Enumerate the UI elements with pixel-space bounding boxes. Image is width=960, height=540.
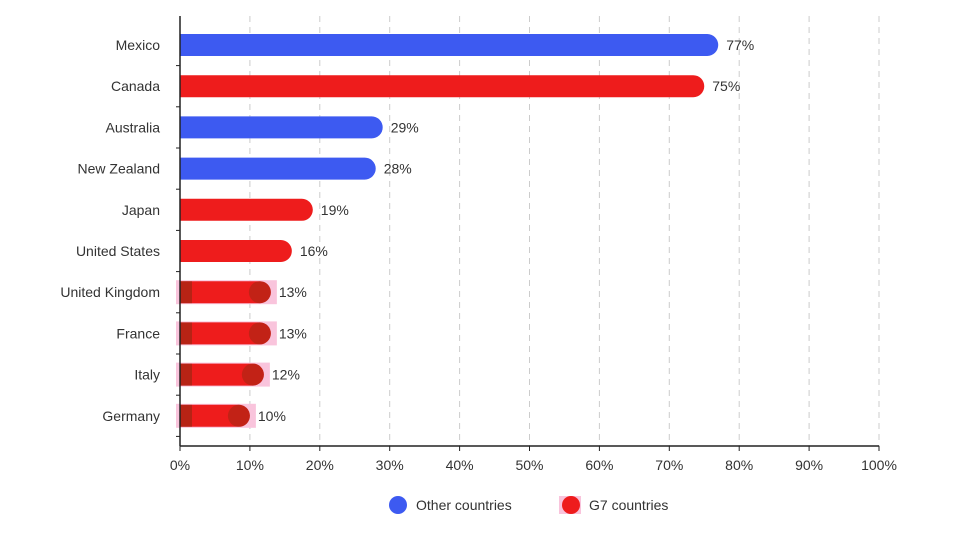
category-label: Italy [134, 367, 160, 383]
x-tick-label: 20% [306, 457, 334, 473]
legend-marker [389, 496, 407, 514]
category-label: United Kingdom [60, 284, 160, 300]
bar [180, 75, 705, 98]
x-tick-label: 60% [585, 457, 613, 473]
bar [180, 116, 383, 139]
category-label: Canada [111, 78, 160, 94]
value-label: 19% [321, 202, 349, 218]
category-label: United States [76, 243, 160, 259]
category-label: Germany [102, 408, 160, 424]
value-label: 16% [300, 243, 328, 259]
category-label: Australia [106, 119, 161, 135]
x-tick-label: 70% [655, 457, 683, 473]
bar [180, 240, 292, 262]
bar-overlay [248, 281, 271, 304]
x-tick-label: 100% [861, 457, 897, 473]
x-tick-label: 90% [795, 457, 823, 473]
bar [180, 198, 313, 221]
category-label: Japan [122, 202, 160, 218]
bar [180, 363, 264, 386]
bar-overlay [248, 322, 271, 345]
category-label: Mexico [116, 37, 161, 53]
bar [180, 322, 271, 345]
category-label: France [116, 325, 160, 341]
bar-overlay [180, 281, 192, 304]
x-tick-label: 30% [376, 457, 404, 473]
legend-label: Other countries [416, 497, 512, 513]
bar [180, 157, 376, 180]
x-tick-label: 0% [170, 457, 190, 473]
bar [180, 281, 271, 304]
bar-overlay [180, 404, 192, 427]
bar-overlay [180, 322, 192, 345]
bar [180, 404, 250, 427]
legend-marker [562, 496, 580, 514]
value-label: 77% [726, 37, 754, 53]
bar-overlay [227, 404, 250, 427]
value-label: 13% [279, 325, 307, 341]
x-tick-label: 50% [515, 457, 543, 473]
value-label: 29% [391, 119, 419, 135]
value-label: 75% [712, 78, 740, 94]
bar [180, 34, 719, 56]
bar-overlay [180, 363, 192, 386]
x-tick-label: 10% [236, 457, 264, 473]
x-tick-label: 80% [725, 457, 753, 473]
x-tick-label: 40% [446, 457, 474, 473]
bar-overlay [241, 363, 264, 386]
legend-label: G7 countries [589, 497, 668, 513]
value-label: 10% [258, 408, 286, 424]
value-label: 12% [272, 367, 300, 383]
category-label: New Zealand [78, 161, 161, 177]
value-label: 13% [279, 284, 307, 300]
value-label: 28% [384, 161, 412, 177]
